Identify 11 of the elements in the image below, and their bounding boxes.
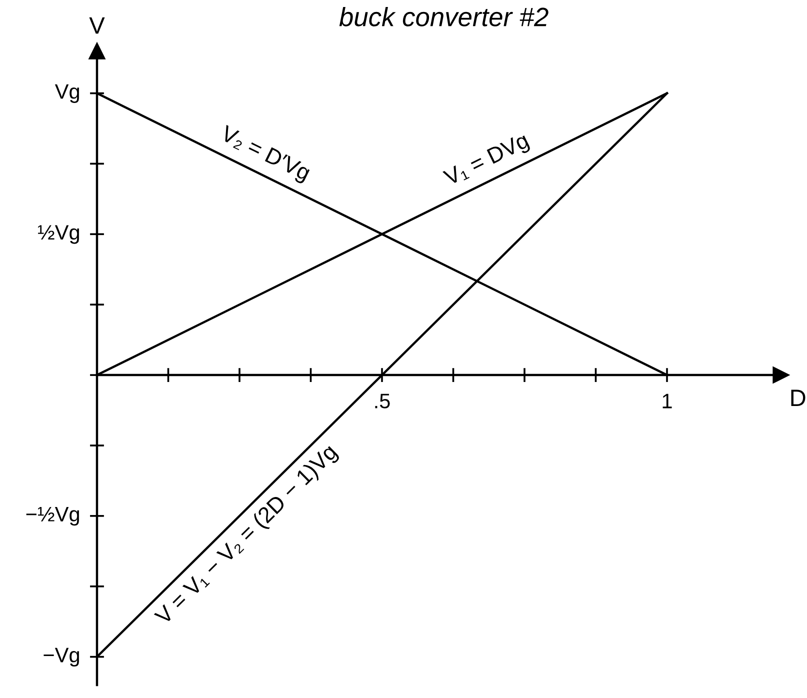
annotation: −Vg [44, 648, 79, 667]
y-axis-title: V [89, 17, 105, 34]
text: V₂ = D′Vg [218, 124, 312, 185]
x-tick-label: 1 [662, 394, 672, 408]
x-axis-title: D [791, 390, 806, 406]
annotation: Vg [54, 84, 79, 103]
chart-title: buck converter #2 [339, 6, 548, 26]
text: V₁ = DVg [442, 132, 532, 190]
text: ½Vg [38, 225, 79, 244]
text: −½Vg [26, 506, 79, 526]
x-tick-label: .5 [375, 394, 390, 408]
